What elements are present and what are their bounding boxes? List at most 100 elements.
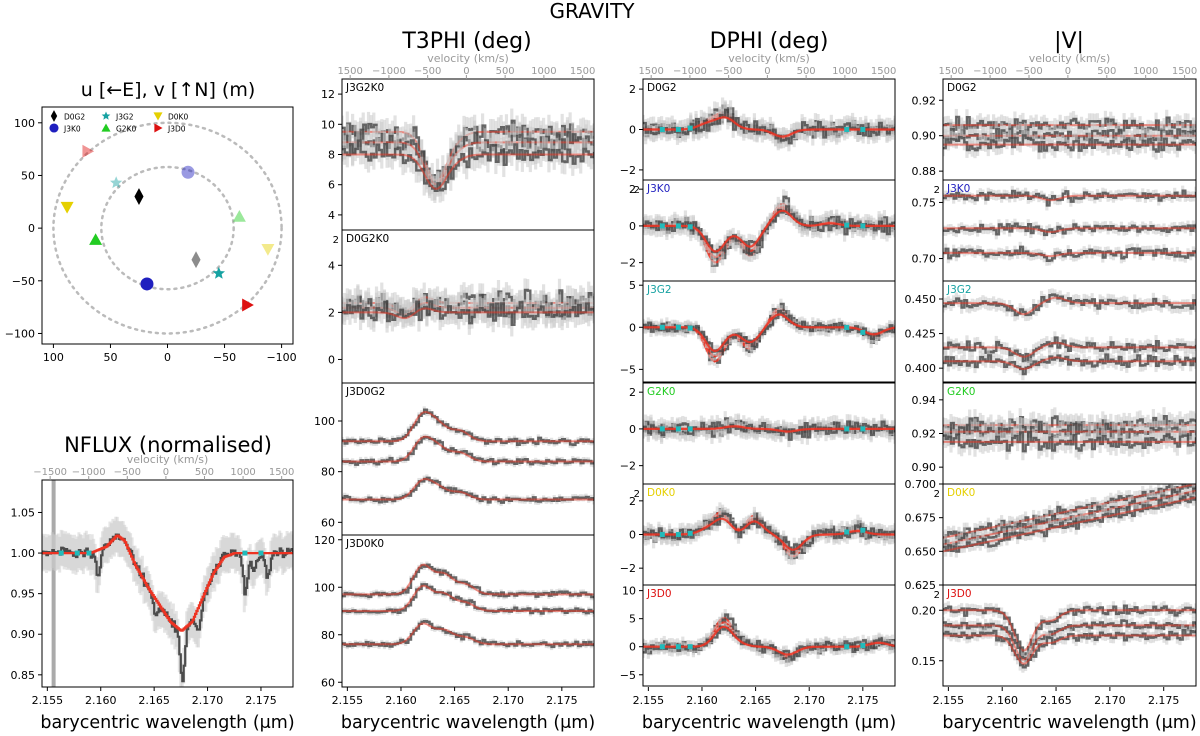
panel-dphi-j3g2: −5 0 5 J3G2: [620, 279, 896, 383]
y-tick-label: 10: [321, 118, 335, 131]
continuum-marker: [675, 426, 681, 432]
y-tick-label: 0.400: [905, 362, 937, 375]
model-series: [943, 227, 1196, 233]
continuum-marker: [687, 644, 693, 650]
y-tick-label: 4: [328, 209, 335, 222]
baseline-label: J3K0: [646, 183, 670, 195]
suptitle: GRAVITY: [550, 0, 636, 23]
x-tick-label: 2.160: [686, 694, 718, 707]
panel-t3phi-j3d0g2: 60 80 100 J3D0G2: [314, 382, 595, 536]
series-group: [643, 97, 895, 152]
continuum-marker: [844, 644, 850, 650]
y-tick-label: 2: [629, 495, 636, 508]
continuum-marker: [659, 223, 665, 229]
y-tick-label: 6: [328, 179, 335, 192]
model-series: [342, 410, 594, 443]
y-tick-label: −2: [620, 257, 636, 270]
data-series: [342, 300, 594, 326]
y-tick-label: 60: [321, 516, 335, 529]
y-tick-label: 2: [629, 83, 636, 96]
panel-vis-j3d0: 0.15 0.20 J3D0 2: [912, 584, 1197, 687]
model-series: [643, 209, 895, 253]
baseline-label: D0G2: [947, 82, 977, 94]
panel-vis-d0g2: 0.88 0.90 0.92 D0G2: [912, 78, 1197, 181]
continuum-marker: [659, 426, 665, 432]
y-tick-label: 0.92: [912, 94, 937, 107]
continuum-marker: [844, 426, 850, 432]
continuum-marker: [860, 527, 866, 533]
baseline-label: J3K0: [946, 183, 970, 195]
y-tick-label: 2: [629, 386, 636, 399]
y-tick-label: 0.75: [912, 196, 937, 209]
series-group: [342, 108, 594, 203]
y-tick-label: 120: [314, 534, 335, 547]
continuum-marker: [860, 426, 866, 432]
continuum-marker: [860, 643, 866, 649]
y-tick-label: 2: [629, 183, 636, 196]
series-group: [943, 484, 1196, 558]
series-group: [943, 600, 1196, 673]
y-tick-label: 5: [629, 613, 636, 626]
model-series: [342, 435, 594, 463]
baseline-label: D0K0: [647, 487, 675, 499]
corner-label: 2: [934, 590, 940, 601]
data-series: [943, 293, 1196, 317]
panel-frame: [942, 280, 1197, 383]
y-tick-label: 12: [321, 88, 335, 101]
panel-vis-d0k0: 0.625 0.650 0.675 0.700 D0K0 2: [905, 478, 1197, 592]
y-tick-label: −5: [620, 363, 636, 376]
y-tick-label: 0: [629, 321, 636, 334]
model-series: [943, 356, 1196, 371]
series-group: [643, 189, 895, 274]
model-series: [643, 116, 895, 138]
baseline-label: J3D0K0: [345, 538, 384, 550]
baseline-label: J3D0: [646, 588, 672, 600]
continuum-marker: [659, 126, 665, 132]
panel-vis-g2k0: 0.90 0.92 0.94 G2K0: [912, 382, 1197, 485]
continuum-marker: [659, 324, 665, 330]
corner-label: 2: [934, 185, 940, 196]
model-series: [342, 153, 594, 190]
model-series: [643, 425, 895, 433]
data-series: [342, 563, 594, 599]
model-series: [342, 563, 594, 596]
series-group: [643, 411, 895, 448]
velocity-tick-label: 500: [496, 66, 515, 77]
series-group: [342, 278, 594, 337]
velocity-tick-label: 1500: [570, 66, 595, 77]
y-tick-label: 0.88: [912, 165, 937, 178]
data-series: [943, 628, 1196, 669]
x-tick-label: 2.175: [546, 694, 578, 707]
y-tick-label: 0.450: [905, 293, 937, 306]
panel-frame: [341, 534, 595, 688]
y-tick-label: 0: [629, 220, 636, 233]
velocity-tick-label: 1000: [832, 66, 857, 77]
velocity-tick-label: −1000: [673, 66, 707, 77]
t3phi-title: T3PHI (deg): [401, 29, 531, 54]
continuum-marker: [675, 531, 681, 537]
continuum-marker: [844, 127, 850, 132]
y-tick-label: −2: [620, 460, 636, 473]
y-tick-label: 0.700: [905, 478, 937, 491]
x-tick-label: 2.165: [740, 694, 772, 707]
model-series: [342, 584, 594, 612]
panel-vis-j3g2: 0.400 0.425 0.450 J3G2: [905, 280, 1197, 383]
baseline-label: J3G2K0: [345, 82, 384, 94]
y-tick-label: 0: [629, 641, 636, 654]
data-series: [643, 512, 895, 555]
baseline-label: J3G2: [646, 284, 672, 296]
panel-dphi-j3k0: −2 0 2 J3K0 2: [620, 179, 896, 282]
continuum-marker: [844, 222, 850, 228]
y-tick-label: 80: [321, 629, 335, 642]
x-tick-label: 2.155: [332, 694, 364, 707]
nflux-title: NFLUX (normalised): [64, 433, 272, 457]
x-tick-label: 2.155: [633, 694, 665, 707]
baseline-label: J3G2: [946, 284, 972, 296]
model-series: [943, 609, 1196, 652]
y-tick-label: 0: [629, 423, 636, 436]
velocity-tick-label: −500: [715, 66, 742, 77]
y-tick-label: 100: [314, 581, 335, 594]
continuum-marker: [860, 223, 866, 229]
panel-dphi-g2k0: −2 0 2 G2K0: [620, 382, 896, 485]
model-series: [643, 517, 895, 551]
